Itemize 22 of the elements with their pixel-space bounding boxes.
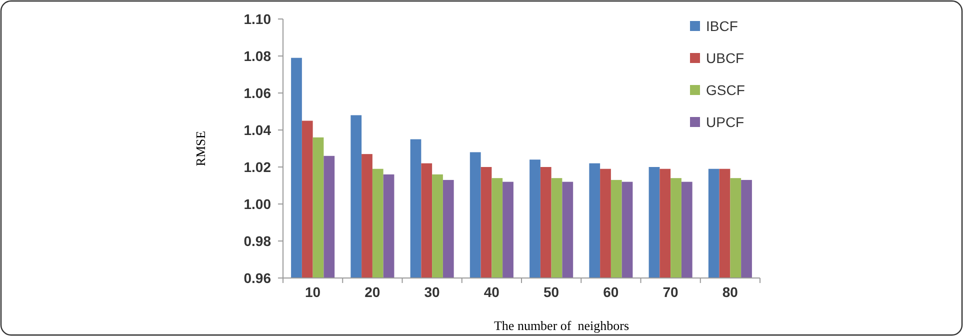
y-axis-title: RMSE [193,130,208,166]
x-tick-label: 30 [424,284,440,300]
x-tick-label: 10 [305,284,321,300]
y-tick-label: 0.96 [244,270,272,286]
y-tick-label: 1.06 [244,84,272,101]
y-tick-label: 1.10 [244,10,272,27]
legend-label: GSCF [706,82,745,98]
y-tick-label: 1.00 [244,196,272,212]
x-tick-label: 40 [484,284,500,300]
legend-label: UBCF [706,50,744,66]
x-tick-label: 60 [603,284,619,300]
x-axis-title: The number of neighbors [494,318,630,333]
legend-label: UPCF [706,114,744,130]
y-tick-label: 1.04 [244,122,272,138]
y-tick-label: 1.08 [244,48,272,64]
legend-label: IBCF [706,18,738,34]
y-tick-label: 1.02 [244,158,272,175]
y-tick-label: 0.98 [244,232,272,249]
x-tick-label: 80 [722,284,738,300]
x-tick-label: 70 [662,284,679,300]
x-tick-label: 50 [544,284,560,300]
x-tick-label: 20 [364,284,380,300]
